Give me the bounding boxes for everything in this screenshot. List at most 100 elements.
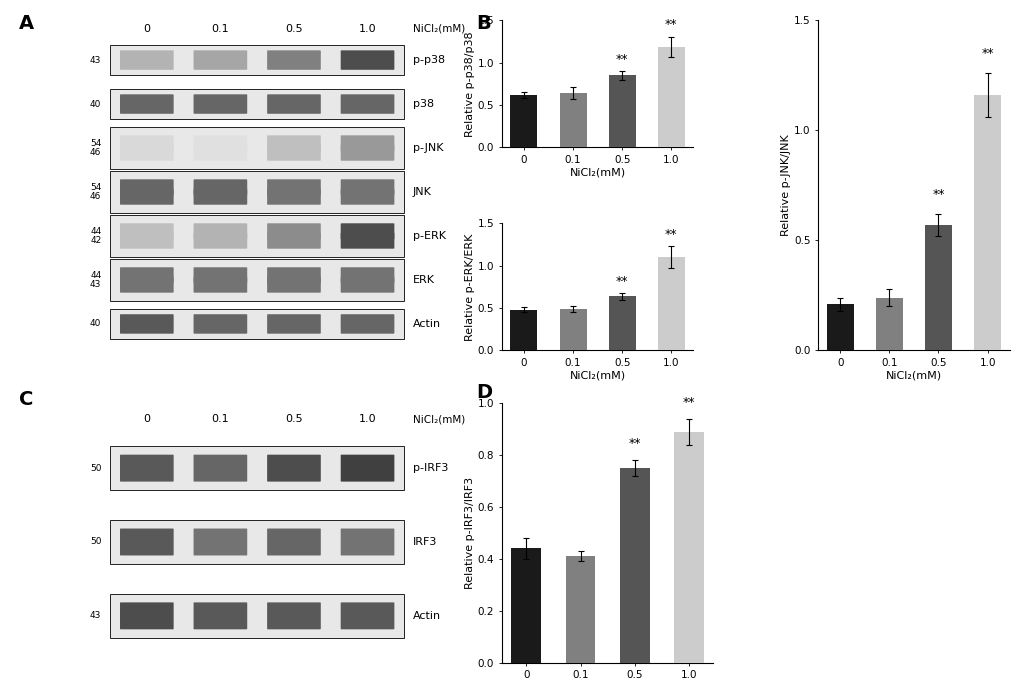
Text: p-JNK: p-JNK [413, 143, 443, 153]
Text: Actin: Actin [413, 319, 440, 329]
FancyBboxPatch shape [194, 529, 247, 555]
FancyBboxPatch shape [110, 309, 404, 339]
FancyBboxPatch shape [340, 232, 394, 249]
FancyBboxPatch shape [267, 314, 321, 334]
Text: 43: 43 [90, 611, 101, 620]
Text: p-IRF3: p-IRF3 [413, 463, 448, 473]
Text: ERK: ERK [413, 275, 434, 285]
FancyBboxPatch shape [267, 602, 321, 629]
FancyBboxPatch shape [120, 145, 173, 161]
FancyBboxPatch shape [120, 189, 173, 205]
Text: p38: p38 [413, 99, 434, 109]
FancyBboxPatch shape [110, 44, 404, 76]
Text: C: C [19, 391, 34, 409]
FancyBboxPatch shape [120, 51, 173, 70]
Bar [674, 432, 703, 663]
Text: JNK: JNK [413, 187, 431, 197]
Bar [566, 556, 595, 663]
FancyBboxPatch shape [120, 277, 173, 293]
FancyBboxPatch shape [340, 180, 394, 195]
Text: 54: 54 [90, 183, 101, 192]
FancyBboxPatch shape [267, 267, 321, 283]
FancyBboxPatch shape [340, 277, 394, 293]
FancyBboxPatch shape [267, 189, 321, 205]
FancyBboxPatch shape [110, 89, 404, 120]
Y-axis label: Relative p-p38/p38: Relative p-p38/p38 [465, 31, 474, 137]
FancyBboxPatch shape [267, 232, 321, 249]
FancyBboxPatch shape [340, 529, 394, 555]
FancyBboxPatch shape [194, 145, 247, 161]
Bar [657, 257, 684, 350]
Text: 43: 43 [90, 280, 101, 289]
FancyBboxPatch shape [194, 51, 247, 70]
FancyBboxPatch shape [267, 529, 321, 555]
FancyBboxPatch shape [340, 223, 394, 240]
FancyBboxPatch shape [267, 277, 321, 293]
Bar [559, 309, 586, 350]
Text: D: D [476, 382, 492, 402]
Text: 42: 42 [90, 236, 101, 245]
Bar [620, 468, 649, 663]
FancyBboxPatch shape [194, 180, 247, 195]
FancyBboxPatch shape [110, 259, 404, 301]
FancyBboxPatch shape [194, 232, 247, 249]
Text: Actin: Actin [413, 611, 440, 621]
FancyBboxPatch shape [194, 94, 247, 114]
FancyBboxPatch shape [110, 215, 404, 257]
Text: p-p38: p-p38 [413, 55, 444, 65]
FancyBboxPatch shape [267, 135, 321, 152]
FancyBboxPatch shape [120, 180, 173, 195]
Text: 40: 40 [90, 100, 101, 109]
Text: NiCl₂(mM): NiCl₂(mM) [413, 24, 465, 33]
Text: **: ** [615, 275, 628, 288]
Text: p-ERK: p-ERK [413, 231, 445, 241]
FancyBboxPatch shape [340, 51, 394, 70]
Text: NiCl₂(mM): NiCl₂(mM) [413, 414, 465, 424]
FancyBboxPatch shape [120, 232, 173, 249]
Text: 40: 40 [90, 320, 101, 329]
Y-axis label: Relative p-JNK/JNK: Relative p-JNK/JNK [781, 135, 791, 236]
FancyBboxPatch shape [340, 314, 394, 334]
Text: 44: 44 [90, 227, 101, 236]
FancyBboxPatch shape [110, 594, 404, 638]
Text: **: ** [980, 47, 993, 60]
Text: **: ** [664, 228, 677, 241]
Text: 1.0: 1.0 [359, 414, 376, 424]
Bar [559, 93, 586, 148]
Text: **: ** [615, 53, 628, 66]
Text: 0: 0 [144, 414, 150, 424]
FancyBboxPatch shape [340, 455, 394, 482]
Text: IRF3: IRF3 [413, 537, 437, 547]
FancyBboxPatch shape [194, 602, 247, 629]
FancyBboxPatch shape [120, 223, 173, 240]
FancyBboxPatch shape [110, 446, 404, 490]
Text: 0: 0 [144, 24, 150, 33]
FancyBboxPatch shape [110, 127, 404, 169]
FancyBboxPatch shape [267, 223, 321, 240]
Bar [608, 75, 635, 148]
Text: 43: 43 [90, 55, 101, 65]
Text: **: ** [931, 188, 944, 201]
FancyBboxPatch shape [340, 135, 394, 152]
Bar [608, 296, 635, 350]
FancyBboxPatch shape [194, 314, 247, 334]
FancyBboxPatch shape [340, 602, 394, 629]
Bar [875, 298, 902, 350]
Bar [510, 309, 537, 350]
FancyBboxPatch shape [267, 145, 321, 161]
FancyBboxPatch shape [194, 189, 247, 205]
FancyBboxPatch shape [194, 135, 247, 152]
Text: 46: 46 [90, 148, 101, 157]
Bar [510, 95, 537, 148]
Bar [657, 46, 684, 148]
Text: 0.1: 0.1 [211, 24, 229, 33]
Text: 44: 44 [90, 271, 101, 280]
Bar [826, 304, 853, 350]
FancyBboxPatch shape [340, 145, 394, 161]
FancyBboxPatch shape [194, 223, 247, 240]
Bar [924, 225, 951, 350]
FancyBboxPatch shape [340, 189, 394, 205]
Text: 54: 54 [90, 139, 101, 148]
Text: 0.5: 0.5 [285, 24, 303, 33]
FancyBboxPatch shape [110, 520, 404, 564]
